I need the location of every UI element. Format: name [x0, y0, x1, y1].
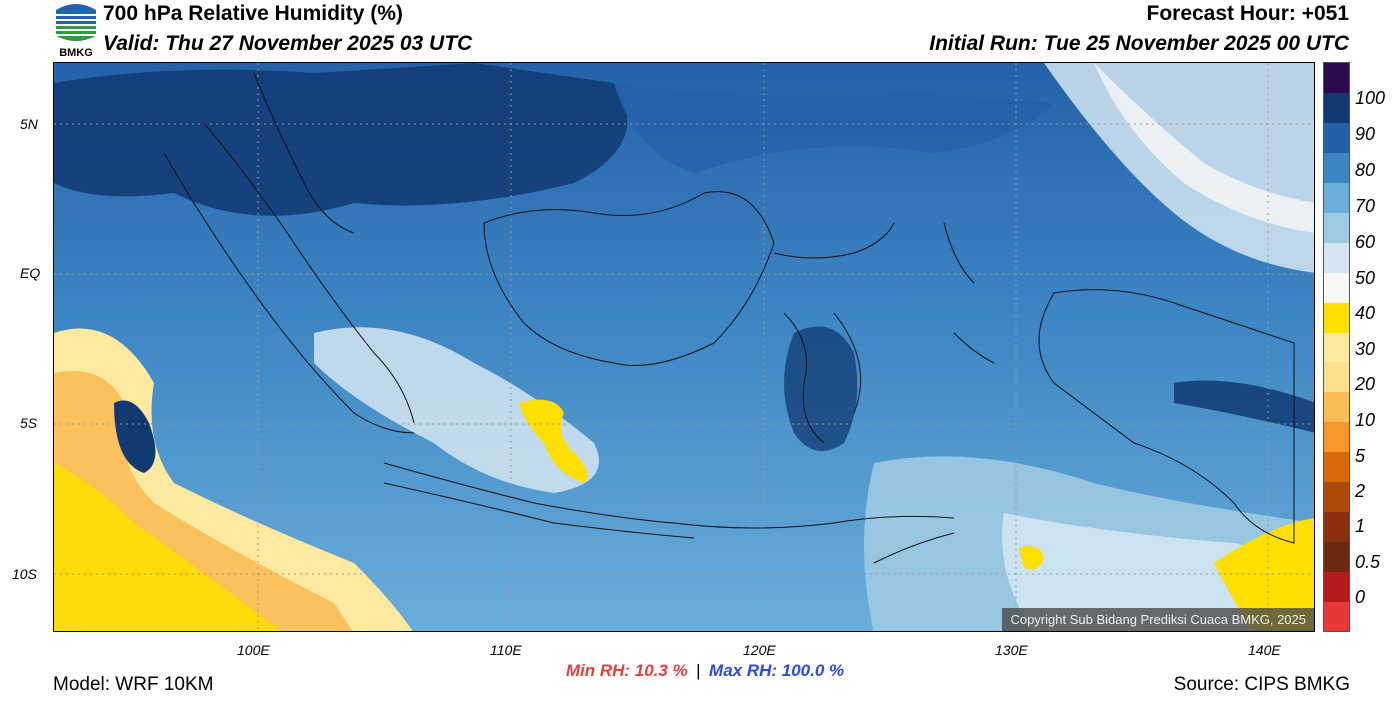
initial-run: Initial Run: Tue 25 November 2025 00 UTC [929, 32, 1349, 55]
colorbar-label: 100 [1355, 88, 1386, 108]
lon-label-110e: 110E [490, 642, 522, 658]
colorbar-label: 10 [1355, 410, 1376, 430]
colorbar-label: 2 [1355, 481, 1366, 501]
lon-label-120e: 120E [743, 642, 776, 658]
java-coast [383, 462, 675, 524]
colorbar-segment [1324, 391, 1349, 423]
colorbar-labels: 100 90 80 70 60 50 40 30 20 10 5 2 1 0.5… [1355, 0, 1400, 709]
colorbar-segment [1324, 92, 1349, 124]
lon-label-140e: 140E [1248, 642, 1281, 658]
lon-label-100e: 100E [237, 642, 270, 658]
colorbar-label: 60 [1355, 232, 1376, 252]
graticule [54, 63, 1314, 631]
copyright-notice: Copyright Sub Bidang Prediksi Cuaca BMKG… [1002, 608, 1314, 631]
max-rh: Max RH: 100.0 % [709, 661, 845, 680]
very-humid-north-zone [54, 63, 628, 216]
colorbar-label: 30 [1355, 339, 1376, 359]
colorbar-segment [1324, 182, 1349, 213]
colorbar-segment [1324, 421, 1349, 453]
colorbar-segment [1324, 302, 1349, 333]
model-label: Model: WRF 10KM [53, 674, 214, 695]
colorbar-segment [1324, 601, 1349, 632]
sulawesi-coast [773, 222, 895, 444]
lat-label-eq: EQ [20, 265, 41, 281]
lat-label-5n: 5N [20, 116, 38, 132]
min-rh: Min RH: 10.3 % [565, 661, 688, 680]
colorbar-segment [1324, 541, 1349, 572]
colorbar-label: 70 [1355, 196, 1376, 216]
source-label: Source: CIPS BMKG [1173, 674, 1350, 695]
colorbar-segment [1324, 272, 1349, 303]
colorbar-label: 1 [1355, 516, 1366, 536]
coastlines [163, 72, 1295, 564]
lat-label-5s: 5S [20, 415, 38, 431]
colorbar-segment [1324, 451, 1349, 483]
humid-papua-zone [1174, 380, 1314, 433]
colorbar-label: 0 [1355, 587, 1366, 607]
colorbar-label: 90 [1355, 124, 1376, 144]
colorbar-segment [1324, 511, 1349, 542]
dry-pacific-band [1094, 63, 1314, 233]
map-panel: Copyright Sub Bidang Prediksi Cuaca BMKG… [53, 62, 1315, 632]
colorbar-segment [1324, 212, 1349, 243]
colorbar-label: 0.5 [1355, 552, 1381, 572]
humidity-map [54, 63, 1314, 631]
colorbar-label: 5 [1355, 446, 1366, 466]
chart-title: 700 hPa Relative Humidity (%) [103, 2, 403, 25]
lat-label-10s: 10S [12, 566, 37, 582]
rh-stats: Min RH: 10.3 % | Max RH: 100.0 % [0, 661, 1400, 681]
colorbar-label: 20 [1355, 374, 1376, 394]
colorbar-label: 40 [1355, 303, 1376, 323]
papua-coast [1038, 289, 1295, 544]
borneo-coast [483, 191, 775, 366]
driest-indian-ocean-zone [54, 463, 282, 631]
forecast-hour: Forecast Hour: +051 [1146, 2, 1350, 25]
colorbar-segment [1324, 242, 1349, 273]
dry-java-sea-zone [314, 327, 599, 493]
colorbar-label: 80 [1355, 160, 1376, 180]
bmkg-emblem-icon [56, 4, 96, 41]
colorbar-label: 50 [1355, 268, 1376, 288]
bmkg-logo: BMKG [52, 0, 100, 62]
sumatra-coast [203, 122, 415, 424]
colorbar [1323, 62, 1350, 632]
colorbar-segment [1324, 122, 1349, 154]
dry-cell-java-sea [519, 399, 588, 483]
humid-north-zone [614, 83, 1054, 173]
maluku-coast [943, 222, 995, 364]
colorbar-segment [1324, 63, 1349, 94]
stats-separator: | [696, 661, 701, 680]
dry-cell-timor-sea [1019, 545, 1044, 570]
colorbar-segment [1324, 571, 1349, 602]
timor-coast [873, 532, 955, 564]
colorbar-segment [1324, 152, 1349, 184]
colorbar-segment [1324, 481, 1349, 512]
lon-label-130e: 130E [995, 642, 1028, 658]
valid-time: Valid: Thu 27 November 2025 03 UTC [103, 32, 473, 55]
logo-text: BMKG [59, 47, 93, 59]
humid-sulawesi-zone [784, 326, 858, 451]
colorbar-segment [1324, 332, 1349, 363]
humid-cell-indian-ocean [114, 400, 156, 473]
colorbar-segment [1324, 361, 1349, 393]
dry-cell-southeast [1214, 518, 1314, 631]
